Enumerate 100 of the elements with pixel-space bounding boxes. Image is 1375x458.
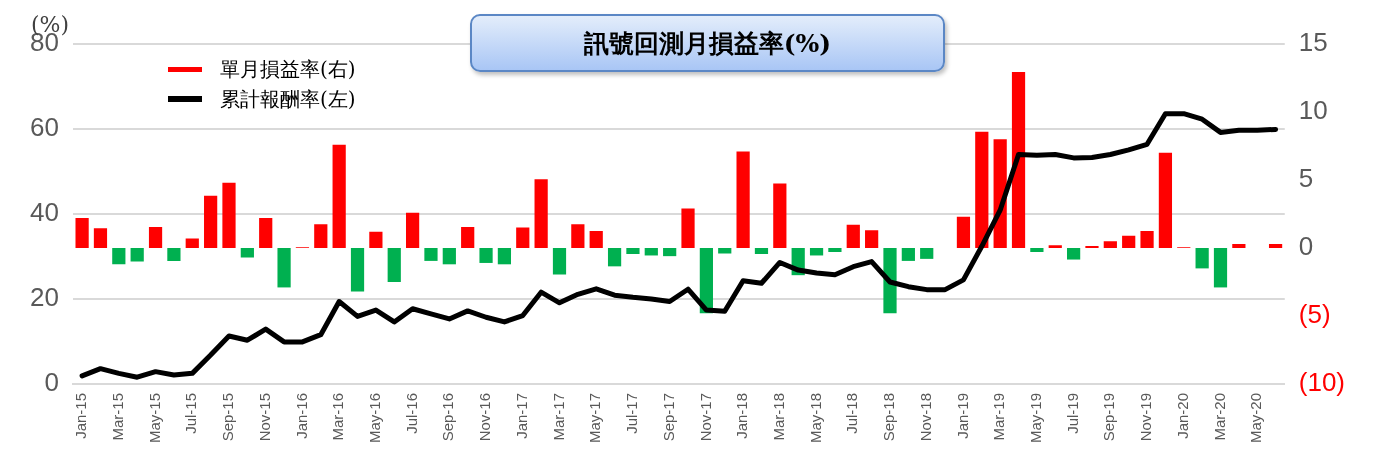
x-tick-label: Jan-20	[1173, 392, 1191, 439]
bar	[516, 227, 530, 248]
bar	[809, 247, 824, 256]
bar	[185, 238, 199, 248]
bar	[607, 247, 622, 267]
bar	[1103, 241, 1117, 248]
bar	[846, 224, 860, 248]
y2-tick-label: 15	[1298, 27, 1328, 58]
bar	[314, 224, 328, 248]
bar	[865, 230, 879, 248]
bar	[405, 212, 420, 248]
bar	[975, 131, 989, 248]
x-tick-label: Sep-16	[439, 392, 457, 442]
x-tick-label: Mar-19	[990, 392, 1008, 441]
bar	[369, 231, 383, 248]
x-tick-label: Sep-15	[219, 392, 237, 442]
bar	[663, 247, 677, 257]
bar	[754, 247, 769, 255]
bar	[920, 247, 934, 259]
bar	[644, 247, 658, 256]
x-tick-label: Nov-15	[255, 392, 273, 442]
x-tick-label: May-18	[806, 392, 824, 444]
x-tick-label: May-16	[366, 392, 384, 444]
bar	[1232, 243, 1246, 248]
bar	[112, 247, 126, 265]
bar	[75, 218, 89, 248]
bar	[1030, 247, 1044, 253]
x-tick-label: Nov-17	[696, 392, 714, 442]
bar	[1195, 247, 1209, 269]
bar	[130, 247, 144, 262]
y2-tick-label: 5	[1298, 163, 1314, 194]
x-tick-label: May-20	[1247, 392, 1265, 444]
y2-tick-label: 0	[1298, 231, 1314, 262]
x-tick-label: Mar-18	[769, 392, 787, 441]
bar	[479, 247, 493, 263]
bar	[883, 247, 897, 314]
bar	[93, 228, 108, 248]
bar	[1085, 245, 1099, 248]
bar	[167, 247, 181, 261]
bar	[681, 208, 695, 248]
bar	[1140, 230, 1154, 248]
bar	[259, 218, 273, 248]
bar	[1122, 235, 1136, 248]
bar	[1268, 243, 1283, 248]
bar	[571, 224, 585, 248]
x-tick-label: Jul-15	[182, 392, 200, 434]
bar	[773, 183, 787, 248]
x-tick-label: Jan-15	[72, 392, 90, 439]
x-tick-label: Sep-17	[659, 392, 677, 442]
bar	[1048, 245, 1062, 248]
x-tick-label: Jul-17	[623, 392, 641, 434]
legend-label: 單月損益率(右)	[220, 56, 356, 83]
bar	[497, 247, 512, 265]
x-tick-label: Jul-18	[843, 392, 861, 434]
y-tick-label: 20	[30, 282, 59, 313]
x-tick-label: Jul-19	[1063, 392, 1081, 434]
x-tick-label: Sep-18	[880, 392, 898, 442]
x-tick-label: Mar-16	[329, 392, 347, 441]
x-tick-label: May-15	[145, 392, 163, 444]
bar	[204, 195, 218, 248]
y2-tick-label: 10	[1298, 95, 1328, 126]
bar	[1011, 71, 1026, 248]
bar	[350, 247, 365, 292]
bar	[1158, 152, 1173, 248]
bar	[901, 247, 915, 261]
x-tick-label: Jan-18	[733, 392, 751, 439]
bar	[387, 247, 401, 282]
x-tick-label: Mar-17	[549, 392, 567, 441]
bar	[1067, 247, 1081, 260]
bar	[589, 230, 603, 248]
x-tick-label: Jan-17	[512, 392, 530, 439]
x-tick-label: Nov-19	[1137, 392, 1155, 442]
x-tick-label: Jul-16	[402, 392, 420, 434]
bar	[1213, 247, 1228, 288]
x-tick-label: Nov-18	[916, 392, 934, 442]
bar	[240, 247, 254, 258]
bar	[718, 247, 732, 254]
x-tick-label: Sep-19	[1100, 392, 1118, 442]
y2-tick-label: (5)	[1298, 299, 1331, 330]
y-tick-label: 40	[30, 197, 59, 228]
x-tick-label: May-19	[1027, 392, 1045, 444]
bar	[461, 226, 475, 248]
x-tick-label: Mar-15	[108, 392, 126, 441]
y-tick-label: 0	[44, 367, 59, 398]
x-tick-label: May-17	[586, 392, 604, 444]
x-tick-label: Mar-20	[1210, 392, 1228, 441]
bar	[424, 247, 438, 261]
bar	[148, 226, 163, 248]
y2-tick-label: (10)	[1298, 367, 1346, 398]
bar	[956, 216, 971, 248]
legend-label: 累計報酬率(左)	[220, 86, 356, 113]
bar	[534, 179, 548, 248]
x-tick-label: Nov-16	[476, 392, 494, 442]
bar	[442, 247, 456, 265]
y-tick-label: 60	[30, 112, 59, 143]
bar	[736, 151, 750, 248]
x-tick-label: Jan-19	[953, 392, 971, 439]
bar	[828, 247, 842, 253]
bar	[277, 247, 291, 288]
x-tick-label: Jan-16	[292, 392, 310, 439]
